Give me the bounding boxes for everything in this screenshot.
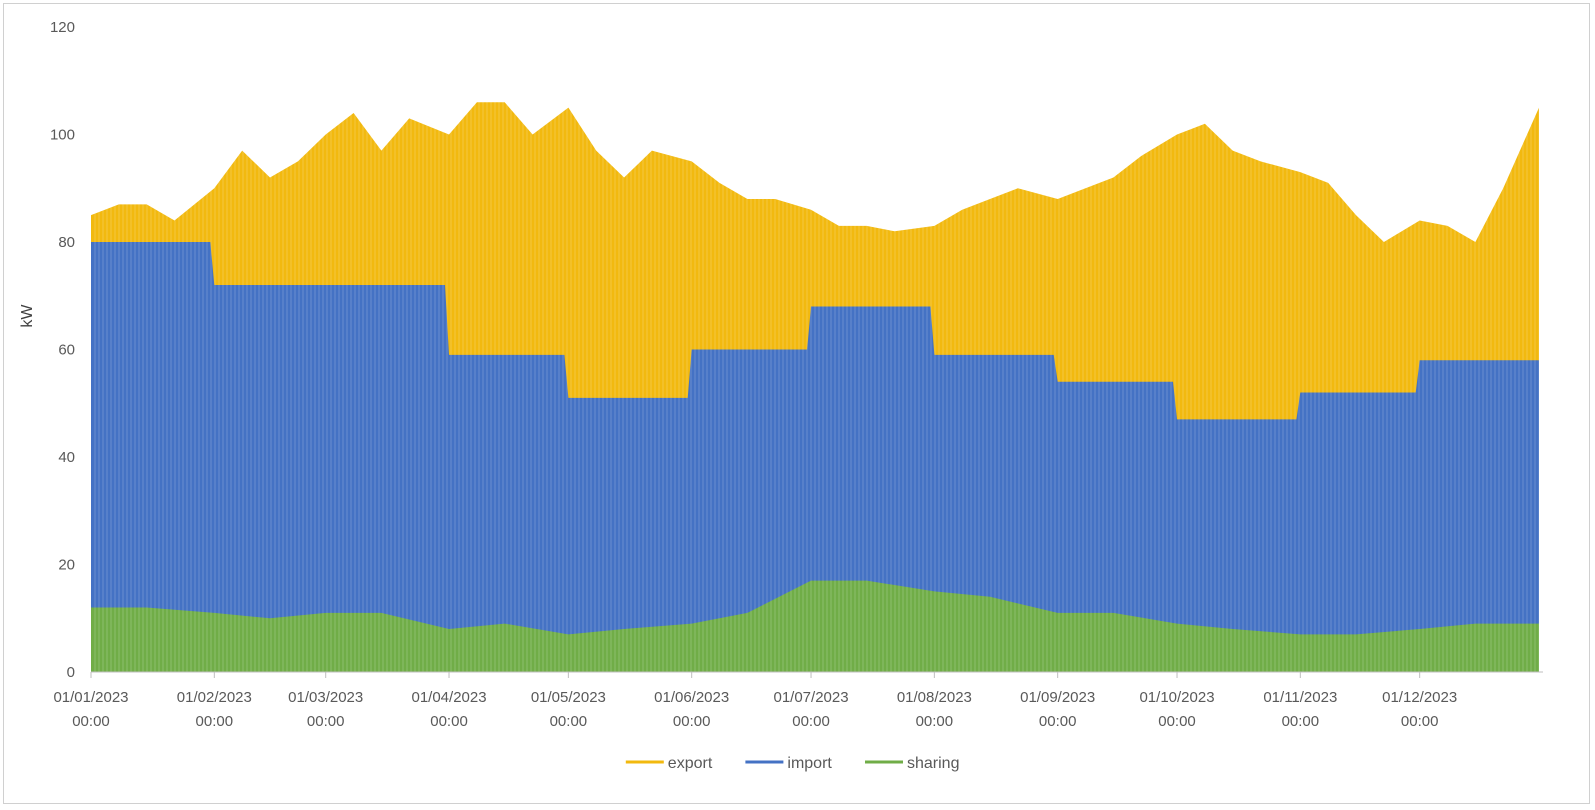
- series-layer: [91, 27, 1540, 673]
- y-tick-label: 0: [67, 664, 75, 681]
- legend: export import sharing: [625, 755, 959, 772]
- legend-item-export: export: [625, 755, 713, 772]
- x-tick-label: 01/07/2023: [773, 689, 848, 706]
- x-tick-label: 01/02/2023: [177, 689, 252, 706]
- y-tick-label: 120: [50, 19, 75, 36]
- x-tick-label: 01/05/2023: [531, 689, 606, 706]
- legend-item-import: import: [745, 755, 832, 772]
- chart-frame: 0 20 40 60 80 100 120 01/01/2023 00:00 01/02/202…: [3, 3, 1590, 804]
- x-tick-label: 01/12/2023: [1382, 689, 1457, 706]
- y-tick-label: 80: [58, 234, 75, 251]
- y-axis-title: kW: [19, 304, 36, 328]
- x-tick-label: 01/11/2023: [1263, 689, 1337, 706]
- chart-svg: 0 20 40 60 80 100 120 01/01/2023 00:00 01/02/202…: [19, 19, 1543, 772]
- x-tick-sublabel: 00:00: [1401, 713, 1439, 730]
- x-tick-label: 01/01/2023: [53, 689, 128, 706]
- x-tick-sublabel: 00:00: [916, 713, 954, 730]
- x-tick-label: 01/09/2023: [1020, 689, 1095, 706]
- series-import: [91, 242, 1539, 672]
- y-tick-label: 20: [58, 557, 75, 574]
- x-tick-label: 01/08/2023: [897, 689, 972, 706]
- x-tick-sublabel: 00:00: [430, 713, 468, 730]
- legend-label: import: [787, 755, 832, 772]
- x-tick-sublabel: 00:00: [72, 713, 110, 730]
- y-tick-label: 40: [58, 449, 75, 466]
- x-axis: 01/01/2023 00:00 01/02/2023 00:00 01/03/2023…: [53, 671, 1543, 730]
- legend-label: export: [668, 755, 713, 772]
- x-tick-label: 01/10/2023: [1139, 689, 1214, 706]
- y-axis: 0 20 40 60 80 100 120: [50, 19, 75, 681]
- series-sharing: [91, 580, 1539, 672]
- x-tick-label: 01/04/2023: [411, 689, 486, 706]
- x-tick-sublabel: 00:00: [1282, 713, 1320, 730]
- legend-label: sharing: [907, 755, 959, 772]
- legend-item-sharing: sharing: [865, 755, 959, 772]
- x-tick-sublabel: 00:00: [307, 713, 345, 730]
- x-tick-label: 01/06/2023: [654, 689, 729, 706]
- x-tick-label: 01/03/2023: [288, 689, 363, 706]
- x-tick-sublabel: 00:00: [196, 713, 234, 730]
- x-tick-sublabel: 00:00: [1158, 713, 1196, 730]
- y-tick-label: 100: [50, 127, 75, 144]
- bar-texture: [94, 27, 1540, 672]
- x-tick-sublabel: 00:00: [673, 713, 711, 730]
- y-tick-label: 60: [58, 342, 75, 359]
- x-tick-sublabel: 00:00: [1039, 713, 1077, 730]
- x-tick-sublabel: 00:00: [792, 713, 830, 730]
- x-tick-sublabel: 00:00: [550, 713, 588, 730]
